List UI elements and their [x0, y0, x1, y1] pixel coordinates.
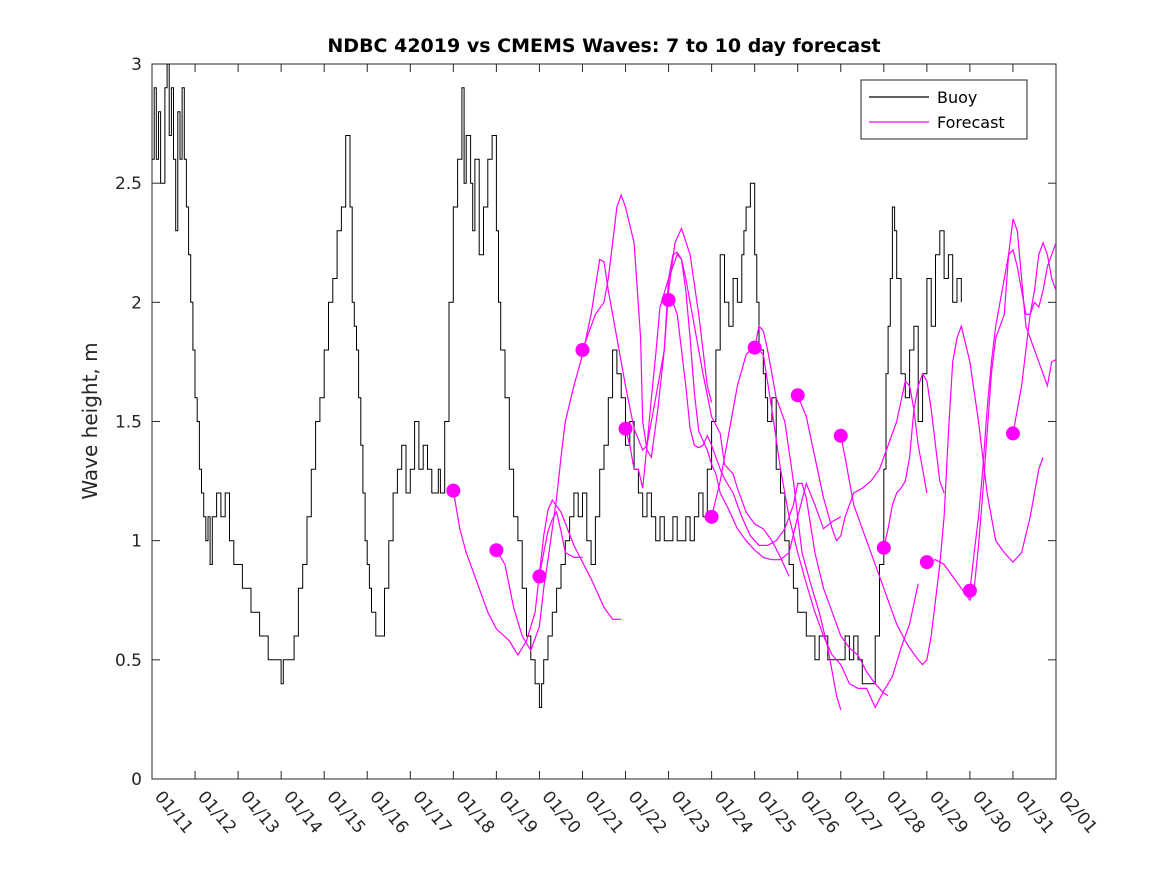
forecast-start-marker: [575, 343, 590, 357]
series-line-forecast-11: [883, 372, 945, 548]
y-tick-label: 1: [131, 532, 142, 552]
legend-label-forecast: Forecast: [937, 113, 1005, 132]
y-tick-label: 0.5: [115, 651, 142, 671]
series-line-forecast-14: [1012, 241, 1056, 434]
series-line-forecast-4: [581, 193, 790, 577]
y-tick-label: 1.5: [115, 413, 142, 433]
series-line-forecast-13: [969, 242, 1056, 591]
series-line-forecast-6: [668, 299, 889, 697]
forecast-start-marker: [618, 421, 633, 436]
legend-box: [860, 79, 1028, 140]
series-line-forecast-10: [840, 324, 1044, 666]
forecast-start-marker: [790, 388, 805, 403]
series-line-forecast-1: [452, 490, 622, 657]
forecast-start-marker: [919, 555, 934, 570]
forecast-start-marker: [876, 540, 891, 555]
y-tick-label: 3: [131, 55, 142, 75]
y-tick-label: 0: [131, 770, 142, 790]
forecast-start-marker: [747, 340, 762, 355]
series-line-forecast-2: [495, 226, 713, 652]
series-line-forecast-5: [624, 253, 842, 561]
forecast-start-marker: [489, 543, 504, 558]
forecast-start-marker: [1005, 426, 1020, 441]
forecast-start-marker: [962, 583, 977, 598]
y-tick-label: 2: [131, 293, 142, 313]
series-line-forecast-8: [754, 324, 842, 711]
series-line-forecast-12: [926, 218, 1056, 602]
forecast-start-marker: [833, 428, 848, 443]
y-tick-label: 2.5: [115, 174, 142, 194]
y-axis-label: Wave height, m: [78, 342, 102, 499]
forecast-start-marker: [532, 569, 547, 584]
series-line-forecast-3: [538, 510, 583, 577]
series-line-buoy: [152, 64, 962, 708]
forecast-start-marker: [446, 483, 461, 498]
series-line-forecast-9: [797, 379, 928, 542]
forecast-start-marker: [704, 509, 719, 524]
forecast-start-marker: [661, 292, 676, 307]
legend: Buoy Forecast: [860, 79, 1028, 140]
chart-title: NDBC 42019 vs CMEMS Waves: 7 to 10 day f…: [327, 35, 880, 57]
series-line-forecast-7: [711, 344, 919, 709]
legend-label-buoy: Buoy: [937, 88, 977, 107]
